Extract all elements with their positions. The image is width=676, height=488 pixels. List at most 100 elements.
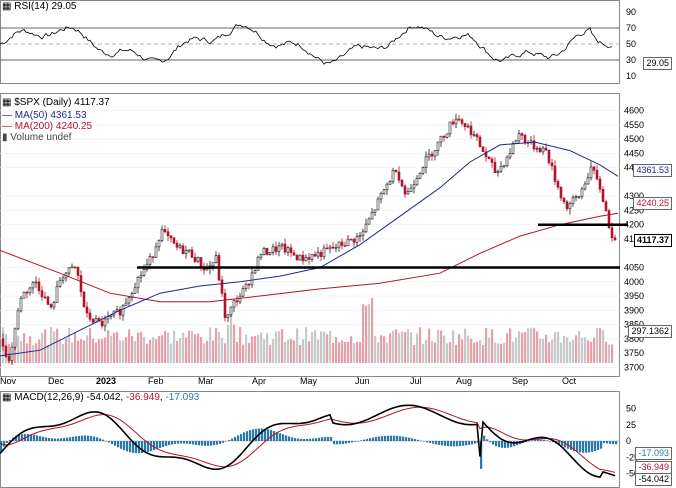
- volume-bar: [509, 328, 512, 363]
- macd-hist-bar: [432, 441, 435, 444]
- volume-bar: [500, 343, 503, 363]
- volume-bar: [446, 343, 449, 363]
- macd-hist-bar: [210, 441, 213, 446]
- candle-body: [103, 318, 107, 327]
- macd-hist-bar: [249, 430, 252, 441]
- macd-hist-bar: [84, 435, 87, 441]
- volume-bar: [575, 335, 578, 363]
- candle-body: [247, 283, 251, 286]
- candle-body: [487, 156, 491, 160]
- candle-body: [163, 229, 167, 233]
- macd-hist-bar: [81, 435, 84, 441]
- macd-hist-bar: [597, 441, 600, 450]
- volume-bar: [566, 337, 569, 363]
- volume-bar: [320, 331, 323, 363]
- candle-body: [88, 312, 92, 320]
- macd-hist-bar: [30, 434, 33, 441]
- candle-body: [262, 248, 266, 255]
- volume-bar: [71, 342, 74, 363]
- volume-bar: [254, 336, 257, 363]
- macd-hist-bar: [201, 441, 204, 446]
- macd-tick: -50: [626, 469, 639, 479]
- volume-bar: [65, 338, 68, 363]
- macd-hist-bar: [402, 436, 405, 441]
- macd-hist-bar: [195, 441, 198, 445]
- macd-hist-bar: [72, 436, 75, 441]
- candle-body: [415, 177, 419, 186]
- candle-body: [514, 140, 518, 144]
- volume-bar: [137, 332, 140, 363]
- candle-body: [286, 247, 290, 253]
- candle-body: [304, 257, 308, 262]
- candle-body: [556, 181, 560, 188]
- candle-body: [280, 243, 284, 247]
- candle-body: [604, 201, 608, 211]
- macd-hist-bar: [78, 435, 81, 441]
- candle-body: [466, 125, 470, 128]
- volume-bar: [344, 342, 347, 363]
- volume-bar: [287, 339, 290, 363]
- candle-body: [421, 167, 425, 174]
- volume-bar: [152, 336, 155, 363]
- macd-tick: -25: [626, 452, 639, 462]
- macd-hist-bar: [114, 441, 117, 446]
- candle-body: [454, 118, 458, 125]
- macd-hist-bar: [504, 441, 507, 448]
- macd-hist-bar: [294, 438, 297, 441]
- volume-bar: [155, 339, 158, 363]
- x-axis-label: Feb: [148, 376, 164, 386]
- candle-body: [295, 254, 299, 261]
- candle-body: [241, 288, 245, 297]
- macd-hist-bar: [360, 440, 363, 441]
- macd-hist-bar: [18, 434, 21, 441]
- candle-body: [229, 306, 233, 316]
- macd-hist-bar: [354, 441, 357, 442]
- volume-bar: [389, 333, 392, 363]
- macd-label: MACD(12,26,9): [14, 392, 84, 403]
- candle-body: [586, 177, 590, 185]
- volume-bar: [275, 331, 278, 363]
- candle-body: [187, 249, 191, 252]
- macd-hist-bar: [552, 441, 555, 443]
- macd-hist-bar: [144, 441, 147, 453]
- macd-hist-bar: [408, 437, 411, 441]
- volume-bar: [401, 331, 404, 363]
- candle-body: [346, 238, 350, 247]
- macd-hist-bar: [60, 438, 63, 441]
- volume-bar: [362, 304, 365, 363]
- volume-bar: [530, 327, 533, 363]
- rsi-line: [0, 24, 613, 65]
- symbol-label: $SPX (Daily): [14, 97, 72, 108]
- candle-body: [544, 147, 548, 151]
- volume-bar: [308, 341, 311, 363]
- macd-hist-bar: [87, 435, 90, 441]
- macd-hist-bar: [75, 436, 78, 441]
- macd-hist-bar: [246, 431, 249, 441]
- volume-bar: [464, 328, 467, 363]
- macd-hist-bar: [39, 436, 42, 441]
- volume-bar: [470, 338, 473, 363]
- rsi-value-box: 29.05: [643, 57, 672, 70]
- candle-body: [235, 300, 239, 303]
- volume-bar: [491, 329, 494, 363]
- candle-body: [220, 279, 224, 294]
- volume-bar: [20, 341, 23, 363]
- macd-hist-bar: [600, 441, 603, 449]
- volume-bar: [548, 342, 551, 363]
- candle-body: [436, 141, 440, 151]
- macd-hist-bar: [21, 434, 24, 441]
- macd-hist-bar: [351, 441, 354, 443]
- volume-bar: [539, 338, 542, 363]
- volume-bar: [554, 332, 557, 363]
- volume-bar: [257, 334, 260, 363]
- macd-hist-bar: [27, 433, 30, 441]
- macd-hist-bar: [483, 435, 486, 441]
- candle-body: [370, 212, 374, 220]
- candle-body: [31, 282, 35, 289]
- candle-body: [601, 188, 605, 203]
- macd-hist-bar: [45, 437, 48, 441]
- volume-bar: [428, 328, 431, 363]
- candle-body: [55, 285, 59, 303]
- macd-hist-bar: [585, 441, 588, 453]
- price-tick: 4500: [624, 134, 644, 144]
